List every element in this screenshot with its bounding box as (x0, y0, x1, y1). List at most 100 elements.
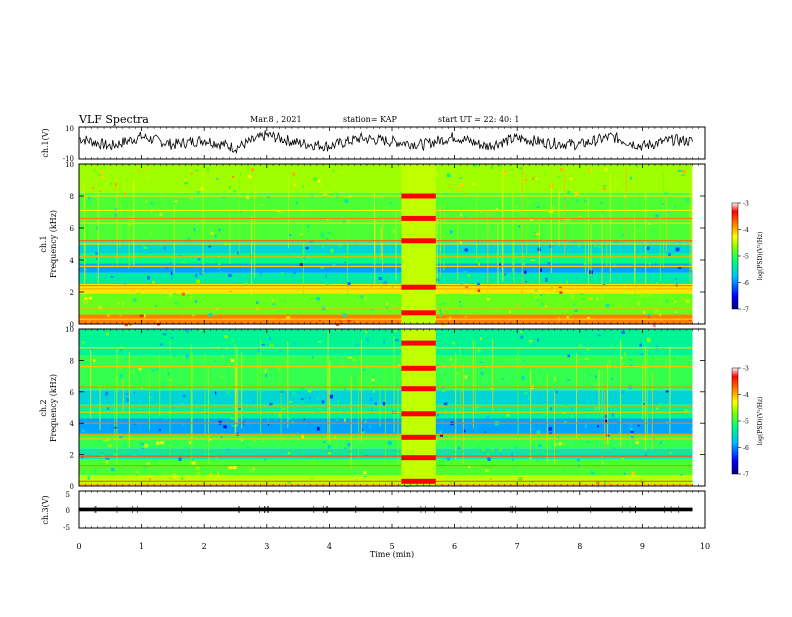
narrowband-line (79, 307, 693, 309)
ch1-colorbar-ticks: -3 -4 -5 -6 -7 (738, 201, 749, 314)
spectrogram-speckle (576, 457, 580, 462)
spectrogram-speckle (358, 368, 361, 372)
spectrogram-speckle (96, 257, 99, 260)
spectrogram-speckle (249, 469, 252, 472)
spectrogram-speckle (94, 468, 97, 473)
spectrogram-speckle (107, 438, 109, 442)
spectrogram-speckle (155, 402, 158, 404)
spectrogram-speckle (655, 309, 659, 313)
spectrogram-speckle (192, 314, 194, 317)
spectrogram-speckle (347, 220, 350, 223)
spectrogram-speckle (233, 282, 235, 284)
frequency-tick-label: 0 (70, 483, 74, 491)
spectrogram-speckle (136, 254, 138, 258)
spectrogram-speckle (596, 297, 599, 301)
spectrogram-speckle (578, 216, 581, 219)
ch2-colorbar (731, 367, 739, 475)
spectrogram-speckle (195, 366, 197, 370)
spectrogram-speckle (684, 409, 689, 413)
spectrogram-speckle (100, 452, 105, 455)
spectrogram-speckle (672, 225, 677, 229)
spectrogram-speckle (343, 220, 345, 223)
spectrogram-speckle (587, 257, 591, 262)
spectrogram-speckle (259, 204, 264, 206)
spectrogram-speckle (182, 423, 184, 427)
spectrogram-speckle (586, 469, 588, 472)
spectrogram-speckle (122, 302, 124, 306)
event-block (401, 329, 436, 486)
spectrogram-speckle (534, 289, 538, 292)
spectrogram-speckle (269, 402, 273, 406)
spectrogram-speckle (536, 430, 541, 434)
spectrogram-speckle (532, 176, 534, 181)
spectrogram-speckle (480, 211, 482, 213)
spectrogram-speckle (383, 471, 385, 474)
spectrogram-speckle (153, 201, 155, 206)
spectrogram-speckle (301, 398, 304, 400)
spectrogram-speckle (347, 442, 351, 447)
spectrogram-speckle (173, 354, 176, 357)
impulsive-streak (587, 198, 589, 288)
spectrogram-speckle (362, 368, 365, 372)
spectrogram-band (79, 329, 693, 356)
impulsive-streak (576, 353, 577, 439)
spectrogram-speckle (133, 297, 137, 302)
spectrogram-speckle (136, 473, 138, 476)
spectrogram-speckle (162, 333, 167, 336)
spectrogram-speckle (346, 282, 351, 286)
spectrogram-speckle (239, 173, 241, 176)
spectrogram-speckle (602, 211, 604, 215)
spectrogram-speckle (171, 276, 173, 280)
spectrogram-speckle (214, 359, 217, 362)
impulsive-streak (651, 372, 653, 450)
spectrogram-speckle (446, 173, 451, 178)
spectrogram-speckle (516, 206, 518, 208)
impulsive-streak (393, 335, 395, 433)
spectrogram-speckle (638, 401, 642, 404)
narrowband-line (79, 480, 693, 482)
spectrogram-speckle (382, 275, 385, 278)
spectrogram-speckle (197, 191, 200, 194)
spectrogram-speckle (516, 303, 518, 306)
impulsive-streak (620, 339, 622, 447)
impulsive-streak (374, 217, 376, 293)
spectrogram-speckle (477, 440, 479, 443)
spectrogram-speckle (231, 425, 236, 427)
spectrogram-speckle (536, 299, 538, 301)
spectrogram-speckle (120, 349, 123, 352)
spectrogram-band (79, 293, 693, 315)
impulsive-streak (237, 369, 239, 424)
spectrogram-speckle (386, 302, 388, 305)
spectrogram-speckle (179, 403, 184, 405)
spectrogram-speckle (216, 307, 218, 310)
spectrogram-speckle (161, 193, 162, 195)
impulsive-streak (472, 339, 474, 429)
impulsive-streak (395, 211, 397, 281)
spectrogram-speckle (652, 228, 656, 233)
impulsive-streak (99, 385, 101, 430)
spectrogram-speckle (325, 274, 327, 279)
spectrogram-speckle (556, 176, 561, 179)
spectrogram-speckle (92, 168, 97, 173)
spectrogram-speckle (544, 172, 546, 176)
event-block (401, 164, 436, 324)
spectrogram-speckle (448, 316, 452, 321)
narrowband-line (79, 433, 693, 435)
spectrogram-speckle (282, 408, 286, 410)
spectrogram-speckle (181, 292, 185, 296)
spectrogram-speckle (575, 191, 579, 196)
spectrogram-speckle (326, 218, 329, 221)
spectrogram-speckle (370, 242, 372, 244)
spectrogram-speckle (246, 195, 250, 199)
impulsive-streak (380, 227, 382, 260)
spectrogram-speckle (215, 299, 217, 302)
spectrogram-speckle (100, 167, 103, 169)
spectrogram-speckle (311, 223, 315, 226)
spectrogram-speckle (288, 234, 292, 237)
spectrogram-speckle (214, 258, 218, 260)
spectrogram-speckle (547, 197, 552, 201)
spectrogram-speckle (206, 167, 210, 172)
spectrogram-speckle (475, 425, 478, 428)
impulsive-streak (149, 373, 150, 430)
impulsive-streak (492, 338, 494, 414)
